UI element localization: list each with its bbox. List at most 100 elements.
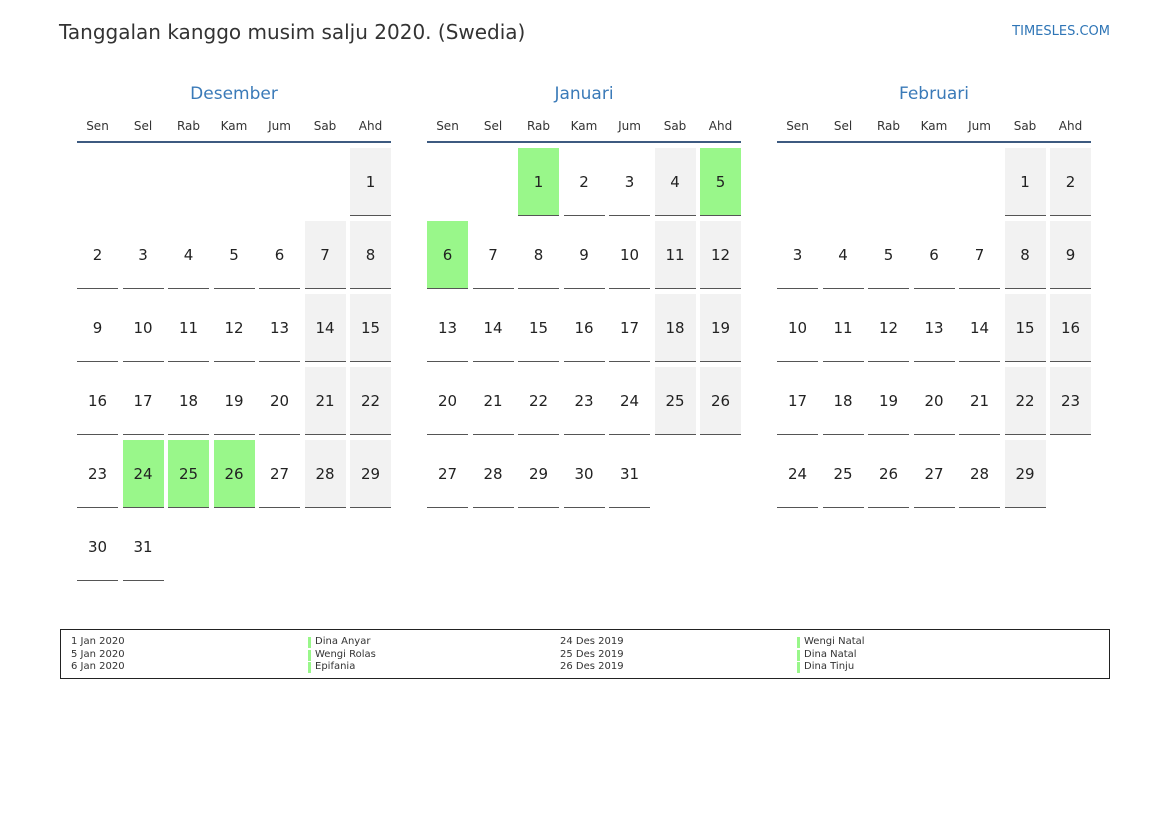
day-cell: 19 [700, 294, 741, 362]
weekday-label: Sab [1013, 119, 1037, 133]
day-cell: 1 [1004, 148, 1046, 216]
day-cell: 31 [122, 513, 164, 581]
day-cell: 29 [1004, 440, 1046, 508]
day-cell: 17 [609, 294, 650, 362]
header-rule [777, 141, 1091, 143]
day-cell: 15 [518, 294, 559, 362]
weekday-label: Ahd [708, 119, 733, 133]
weekday-label: Jum [268, 119, 291, 133]
weekday-label: Sab [313, 119, 337, 133]
day-cell: 13 [427, 294, 468, 362]
day-cell: 30 [563, 440, 605, 508]
weekday-label: Sen [86, 119, 109, 133]
day-cell: 20 [259, 367, 300, 435]
day-cell: 7 [959, 221, 1000, 289]
weekday-label: Kam [570, 119, 598, 133]
holiday-name: Dina Tinju [804, 661, 855, 672]
weekday-label: Ahd [1058, 119, 1083, 133]
month-name: Desember [190, 84, 278, 104]
day-cell: 19 [868, 367, 909, 435]
day-cell: 23 [563, 367, 605, 435]
day-cell: 22 [1004, 367, 1046, 435]
day-cell: 10 [122, 294, 164, 362]
weekday-label: Ahd [358, 119, 383, 133]
day-cell: 16 [77, 367, 118, 435]
day-cell: 14 [959, 294, 1000, 362]
day-cell: 6 [259, 221, 300, 289]
day-cell: 4 [654, 148, 696, 216]
day-cell: 24 [609, 367, 650, 435]
day-cell: 14 [472, 294, 514, 362]
holiday-marker [308, 637, 311, 648]
day-cell: 11 [654, 221, 696, 289]
day-cell: 18 [168, 367, 209, 435]
day-cell: 7 [472, 221, 514, 289]
day-cell: 13 [913, 294, 955, 362]
month-name: Februari [899, 84, 969, 104]
day-cell: 12 [213, 294, 255, 362]
holiday-marker [308, 649, 311, 661]
day-cell: 27 [427, 440, 468, 508]
day-cell: 21 [472, 367, 514, 435]
day-cell: 20 [913, 367, 955, 435]
day-cell: 10 [777, 294, 818, 362]
holiday-date: 6 Jan 2020 [71, 661, 125, 672]
day-cell: 28 [472, 440, 514, 508]
day-cell: 14 [304, 294, 346, 362]
holiday-date: 5 Jan 2020 [71, 648, 125, 660]
day-cell: 7 [304, 221, 346, 289]
day-cell: 25 [822, 440, 864, 508]
month-name: Januari [554, 84, 614, 104]
day-cell: 30 [77, 513, 118, 581]
holiday-name: Dina Anyar [315, 636, 371, 647]
day-cell: 9 [563, 221, 605, 289]
day-cell: 9 [1050, 221, 1091, 289]
holiday-name: Wengi Rolas [315, 648, 376, 660]
site-link[interactable]: TIMESLES.COM [1012, 24, 1110, 39]
day-cell: 28 [304, 440, 346, 508]
day-cell: 20 [427, 367, 468, 435]
holiday-marker [797, 637, 800, 648]
header-rule [77, 141, 391, 143]
holiday-name: Epifania [315, 661, 356, 672]
day-cell: 1 [518, 148, 559, 216]
holiday-marker [797, 649, 800, 661]
day-cell: 9 [77, 294, 118, 362]
day-cell: 16 [1050, 294, 1091, 362]
day-cell: 12 [868, 294, 909, 362]
day-cell: 15 [350, 294, 391, 362]
day-cell: 2 [1050, 148, 1091, 216]
day-cell: 4 [822, 221, 864, 289]
day-cell: 26 [868, 440, 909, 508]
day-cell: 11 [168, 294, 209, 362]
day-cell: 1 [350, 148, 391, 216]
holiday-date: 26 Des 2019 [560, 661, 624, 672]
day-cell: 13 [259, 294, 300, 362]
day-cell: 22 [350, 367, 391, 435]
day-cell: 3 [609, 148, 650, 216]
day-cell: 11 [822, 294, 864, 362]
day-cell: 17 [777, 367, 818, 435]
weekday-label: Kam [220, 119, 248, 133]
weekday-label: Rab [526, 119, 551, 133]
day-cell: 5 [213, 221, 255, 289]
day-cell: 3 [122, 221, 164, 289]
holiday-marker [797, 662, 800, 673]
day-cell: 5 [868, 221, 909, 289]
day-cell: 28 [959, 440, 1000, 508]
weekday-label: Sab [663, 119, 687, 133]
weekday-label: Sen [436, 119, 459, 133]
weekday-label: Sen [786, 119, 809, 133]
holiday-name: Dina Natal [804, 648, 857, 660]
day-cell: 4 [168, 221, 209, 289]
holiday-date: 25 Des 2019 [560, 648, 624, 660]
day-cell: 8 [350, 221, 391, 289]
day-cell: 25 [168, 440, 209, 508]
holiday-name: Wengi Natal [804, 636, 865, 647]
legend-box: 1 Jan 2020 Dina Anyar 5 Jan 2020 Wengi Rola… [60, 629, 1110, 679]
day-cell: 8 [518, 221, 559, 289]
day-cell: 26 [213, 440, 255, 508]
day-cell: 6 [913, 221, 955, 289]
holiday-marker [308, 662, 311, 673]
